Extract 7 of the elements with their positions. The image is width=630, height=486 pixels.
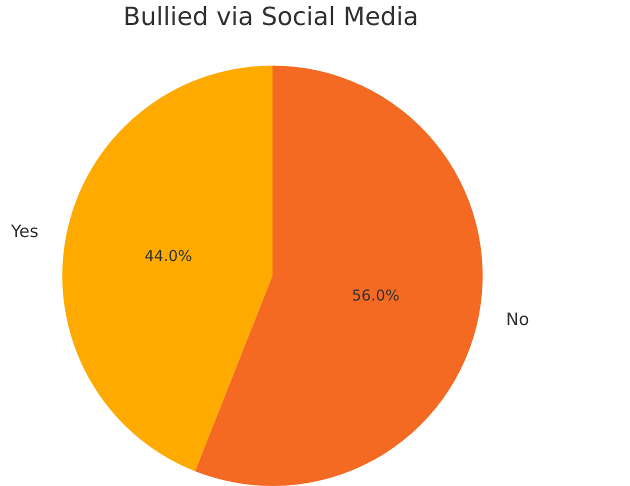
pie-slice (62, 66, 272, 472)
data-label: 56.0% (352, 286, 400, 304)
slice-label: Yes (10, 222, 39, 242)
slice-label: No (506, 310, 530, 330)
chart-title: Bullied via Social Media (123, 2, 418, 31)
pie-slice (195, 66, 482, 486)
data-label: 44.0% (144, 246, 192, 265)
